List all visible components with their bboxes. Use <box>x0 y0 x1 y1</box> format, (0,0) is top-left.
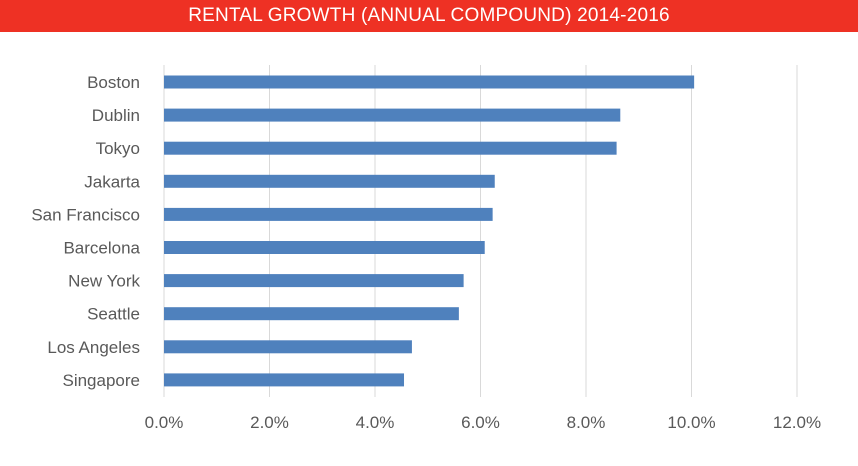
category-label: Singapore <box>62 371 140 390</box>
bar <box>164 373 405 387</box>
x-tick-label: 4.0% <box>356 413 395 432</box>
x-tick-label: 2.0% <box>250 413 289 432</box>
x-tick-label: 12.0% <box>773 413 821 432</box>
x-tick-label: 10.0% <box>667 413 715 432</box>
bar <box>164 274 464 288</box>
category-label: Dublin <box>92 106 140 125</box>
bar <box>164 340 412 354</box>
bar <box>164 75 695 89</box>
bar <box>164 141 617 155</box>
bar <box>164 207 493 221</box>
x-tick-label: 8.0% <box>567 413 606 432</box>
chart-title: RENTAL GROWTH (ANNUAL COMPOUND) 2014-201… <box>188 5 670 26</box>
chart-title-bar: RENTAL GROWTH (ANNUAL COMPOUND) 2014-201… <box>0 0 858 32</box>
x-tick-label: 6.0% <box>461 413 500 432</box>
x-tick-label: 0.0% <box>145 413 184 432</box>
bar <box>164 174 495 188</box>
category-label: Jakarta <box>84 172 140 191</box>
bar <box>164 307 459 321</box>
category-label: Boston <box>87 73 140 92</box>
category-label: Los Angeles <box>47 338 140 357</box>
category-label: San Francisco <box>31 205 140 224</box>
category-label: Seattle <box>87 305 140 324</box>
bar <box>164 108 621 122</box>
bar <box>164 241 485 254</box>
category-label: New York <box>68 272 140 291</box>
category-label: Barcelona <box>63 239 140 258</box>
category-label: Tokyo <box>96 139 140 158</box>
